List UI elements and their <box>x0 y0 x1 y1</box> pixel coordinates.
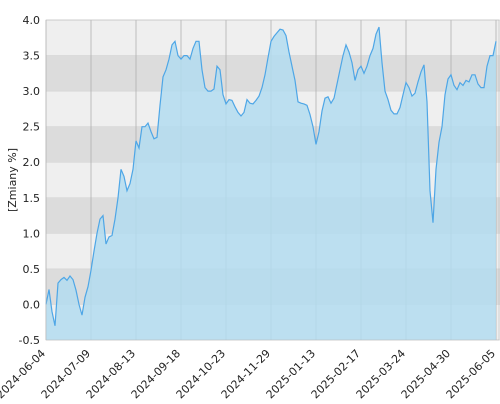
y-tick-label: 2.0 <box>23 156 41 169</box>
y-tick-label: -0.5 <box>19 334 40 347</box>
area-fill <box>46 27 496 340</box>
y-tick-label: 0.0 <box>23 298 41 311</box>
y-axis-label: [Zmiany %] <box>6 148 19 212</box>
plot-border <box>45 19 500 341</box>
y-tick-label: 4.0 <box>23 14 41 27</box>
y-tick-label: 0.5 <box>23 263 41 276</box>
y-tick-label: 3.0 <box>23 85 41 98</box>
y-tick-label: 3.5 <box>23 50 41 63</box>
y-tick-label: 2.5 <box>23 121 41 134</box>
y-tick-label: 1.0 <box>23 227 41 240</box>
line <box>45 26 497 326</box>
y-tick-label: 1.5 <box>23 192 41 205</box>
